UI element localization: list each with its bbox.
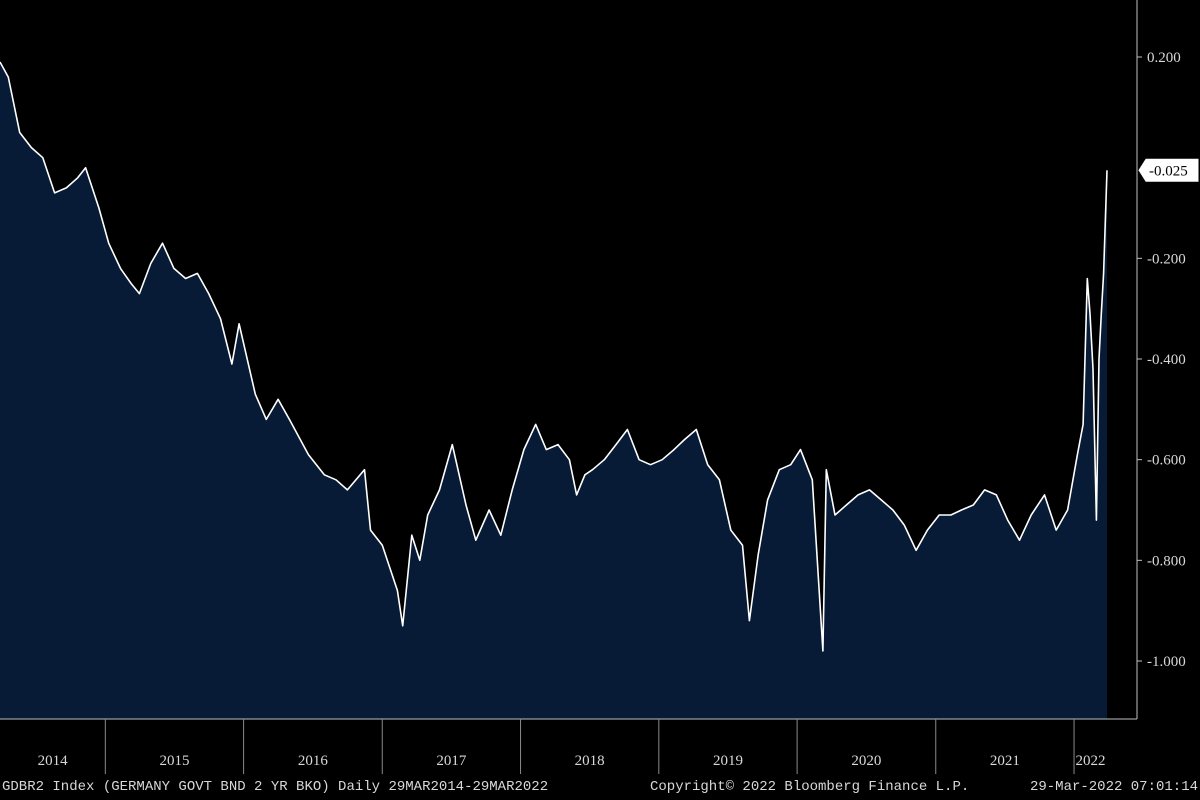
- tick-layer: 0.200 -0.200 -0.400 -0.600 -0.800 -1.000 2014 2…: [38, 50, 1186, 774]
- series-line: [0, 61, 1108, 652]
- x-tick-label: 2022: [1076, 753, 1106, 769]
- y-tick-label: -0.200: [1147, 251, 1186, 267]
- x-tick-label: 2019: [713, 753, 743, 769]
- y-tick-label: -0.400: [1147, 352, 1186, 368]
- footer-ticker: GDBR2 Index (GERMANY GOVT BND 2 YR BKO) …: [2, 779, 549, 795]
- y-tick-label: -1.000: [1147, 654, 1186, 670]
- x-tick-label: 2021: [990, 753, 1020, 769]
- y-tick-label: 0.200: [1147, 50, 1181, 66]
- x-tick-label: 2020: [851, 753, 881, 769]
- x-tick-label: 2015: [159, 753, 189, 769]
- last-value-marker: [1138, 158, 1199, 182]
- footer-timestamp: 29-Mar-2022 07:01:14: [1029, 779, 1198, 795]
- x-tick-label: 2018: [575, 753, 605, 769]
- x-tick-label: 2017: [436, 753, 467, 769]
- last-value-label: -0.025: [1149, 163, 1188, 179]
- line-layer: [0, 61, 1108, 652]
- series-area: [0, 62, 1107, 719]
- area-layer: [0, 62, 1107, 719]
- y-tick-label: -0.600: [1147, 453, 1186, 469]
- marker-layer: -0.025: [1138, 158, 1199, 182]
- y-tick-label: -0.800: [1147, 553, 1186, 569]
- x-tick-label: 2014: [38, 753, 69, 769]
- footer-copyright: Copyright© 2022 Bloomberg Finance L.P.: [650, 779, 970, 795]
- x-tick-label: 2016: [298, 753, 329, 769]
